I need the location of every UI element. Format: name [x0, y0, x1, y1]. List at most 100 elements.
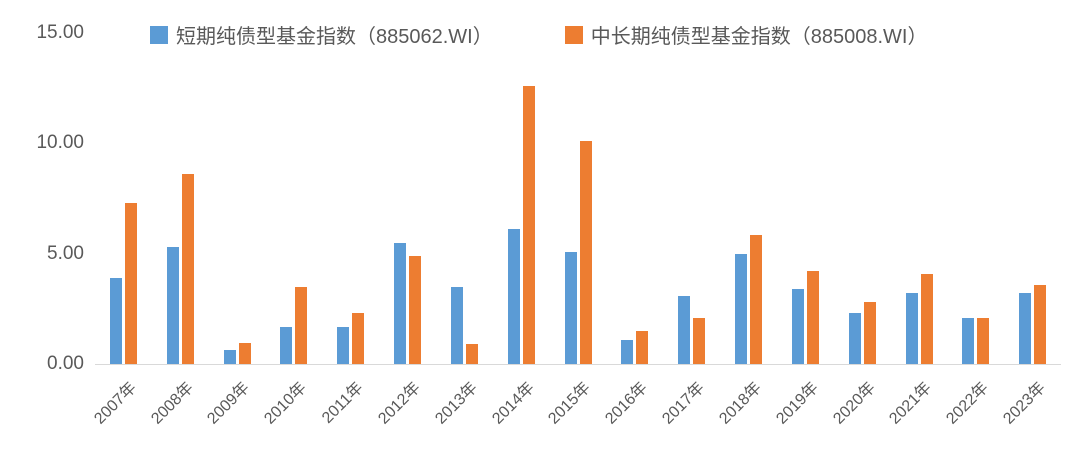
bar	[962, 317, 975, 364]
bar	[920, 273, 933, 364]
x-tick-label: 2008年	[147, 379, 197, 428]
x-tick-cell: 2007年	[91, 365, 152, 461]
bar-group-2019年	[777, 33, 834, 364]
bar-group-2013年	[436, 33, 493, 364]
bar-group-2007年	[95, 33, 152, 364]
x-tick-label: 2018年	[716, 379, 765, 428]
y-tick-label: 0.00	[47, 353, 84, 374]
bar	[905, 293, 918, 364]
bar	[450, 286, 463, 364]
bar	[352, 313, 365, 364]
bar-group-2023年	[1004, 33, 1061, 364]
x-tick-label: 2016年	[602, 379, 652, 428]
legend-item-medium-long-term-bond-index: 中长期纯债型基金指数（885008.WI）	[564, 20, 928, 49]
y-tick-label: 5.00	[47, 242, 84, 264]
y-axis: 15.00 10.00 5.00 0.00	[0, 0, 84, 462]
x-tick-label: 2009年	[204, 379, 254, 428]
bar	[693, 317, 706, 364]
bar	[621, 339, 634, 364]
bar	[636, 330, 649, 364]
legend-swatch-blue	[150, 25, 168, 44]
bar	[977, 317, 990, 364]
bar-group-2016年	[606, 33, 663, 364]
x-tick-label: 2007年	[91, 379, 140, 428]
x-tick-cell: 2020年	[830, 365, 891, 461]
y-tick-label: 15.00	[36, 22, 84, 43]
bar-group-2012年	[379, 33, 436, 364]
bar-group-2008年	[152, 33, 209, 364]
bar	[337, 326, 350, 364]
bar	[109, 277, 122, 364]
x-tick-cell: 2018年	[716, 365, 777, 461]
bar	[223, 349, 236, 364]
plot-area	[95, 33, 1061, 365]
x-tick-label: 2015年	[545, 379, 595, 428]
bar-group-2014年	[493, 33, 550, 364]
x-tick-cell: 2013年	[432, 365, 493, 461]
bar	[863, 302, 876, 364]
x-tick-label: 2011年	[319, 379, 367, 427]
bar	[124, 202, 137, 364]
bar	[1034, 284, 1047, 364]
x-tick-cell: 2011年	[319, 365, 379, 461]
bar-group-2011年	[322, 33, 379, 364]
bar	[280, 326, 293, 364]
x-tick-label: 2020年	[829, 379, 879, 428]
x-tick-cell: 2009年	[205, 365, 266, 461]
legend-swatch-orange	[564, 25, 583, 44]
x-tick-label: 2010年	[261, 379, 311, 428]
x-tick-label: 2014年	[488, 379, 538, 428]
bar	[181, 174, 194, 364]
x-tick-cell: 2016年	[603, 365, 663, 461]
bar	[750, 234, 763, 364]
x-tick-cell: 2021年	[887, 365, 948, 461]
bar	[238, 343, 251, 364]
x-tick-label: 2013年	[432, 379, 481, 428]
x-tick-cell: 2019年	[773, 365, 834, 461]
x-tick-label: 2019年	[773, 379, 822, 428]
bar	[166, 247, 179, 364]
x-tick-label: 2012年	[375, 379, 424, 428]
x-tick-cell: 2010年	[262, 365, 322, 461]
bar-group-2018年	[720, 33, 777, 364]
bar-group-2017年	[663, 33, 720, 364]
x-tick-label: 2017年	[659, 379, 708, 428]
legend-label-short-term: 短期纯债型基金指数（885062.WI）	[176, 26, 493, 48]
legend-item-short-term-bond-index: 短期纯债型基金指数（885062.WI）	[150, 20, 493, 49]
x-tick-label: 2021年	[886, 379, 936, 428]
x-tick-label: 2022年	[943, 379, 993, 428]
bar	[564, 251, 577, 364]
x-tick-cell: 2022年	[944, 365, 1004, 461]
bar-group-2015年	[550, 33, 607, 364]
x-tick-cell: 2015年	[546, 365, 607, 461]
bar	[394, 242, 407, 364]
x-axis: 2007年 2008年 2009年 2010年 2011年 2012年 2013年 2014年…	[91, 365, 1061, 461]
bar	[522, 86, 535, 364]
bar	[579, 141, 592, 364]
bar	[295, 286, 308, 364]
bar-group-2020年	[834, 33, 891, 364]
bar	[791, 289, 804, 364]
legend-label-medium-long-term: 中长期纯债型基金指数（885008.WI）	[590, 26, 928, 48]
bar	[465, 344, 478, 364]
x-tick-cell: 2012年	[375, 365, 436, 461]
y-tick-label: 10.00	[36, 132, 84, 154]
x-tick-cell: 2023年	[1000, 365, 1061, 461]
bar-group-2009年	[209, 33, 266, 364]
x-tick-label: 2023年	[1000, 379, 1049, 428]
x-tick-cell: 2017年	[659, 365, 720, 461]
bar	[409, 255, 422, 364]
bar	[507, 229, 520, 364]
chart-legend: 短期纯债型基金指数（885062.WI） 中长期纯债型基金指数（885008.W…	[150, 20, 927, 49]
bar	[848, 313, 861, 364]
x-tick-cell: 2014年	[489, 365, 550, 461]
bar	[678, 295, 691, 364]
bar-group-2010年	[265, 33, 322, 364]
bar-group-2022年	[947, 33, 1004, 364]
bar	[806, 271, 819, 364]
x-tick-cell: 2008年	[148, 365, 209, 461]
bar	[735, 253, 748, 364]
bar	[1019, 293, 1032, 364]
bar-group-2021年	[891, 33, 948, 364]
